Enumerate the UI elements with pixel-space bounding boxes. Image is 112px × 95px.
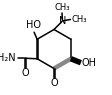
Text: CH₃: CH₃ bbox=[71, 15, 87, 24]
Text: HO: HO bbox=[26, 20, 41, 30]
Text: OH: OH bbox=[82, 58, 97, 68]
Text: N: N bbox=[59, 16, 66, 26]
Text: H₂N: H₂N bbox=[0, 53, 16, 63]
Text: O: O bbox=[51, 78, 58, 88]
Text: O: O bbox=[21, 68, 29, 78]
Text: CH₃: CH₃ bbox=[54, 3, 70, 12]
